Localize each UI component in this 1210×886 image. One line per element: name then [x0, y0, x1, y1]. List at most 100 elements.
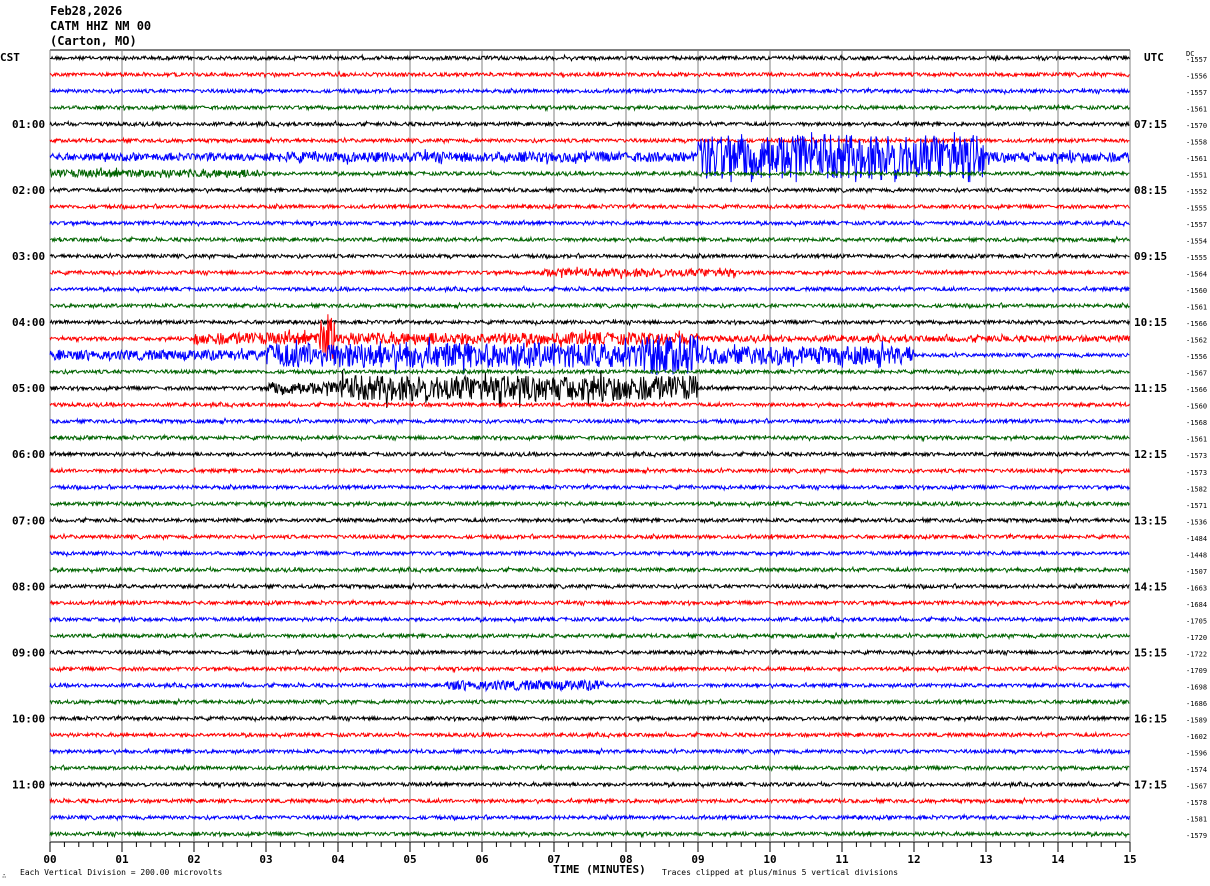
trace-line: [49, 301, 1130, 310]
dc-offset-label: -1571: [1186, 502, 1207, 510]
left-time-label: 04:00: [12, 316, 45, 329]
x-tick-label: 00: [43, 853, 56, 866]
right-time-label: 14:15: [1134, 580, 1167, 593]
trace-line: [49, 747, 1130, 756]
x-tick-label: 15: [1123, 853, 1136, 866]
trace-line: [49, 367, 1130, 377]
left-time-label: 09:00: [12, 646, 45, 659]
right-time-label: 09:15: [1134, 250, 1167, 263]
trace-line: [50, 53, 1130, 63]
dc-header: DC: [1186, 50, 1194, 58]
trace-line: [49, 314, 1130, 359]
dc-offset-label: -1448: [1186, 551, 1207, 559]
trace-line: [49, 697, 1130, 707]
dc-offset-label: -1582: [1186, 485, 1207, 493]
dc-offset-label: -1557: [1186, 221, 1207, 229]
x-tick-label: 02: [187, 853, 200, 866]
trace-line: [49, 335, 1130, 376]
dc-offset-label: -1554: [1186, 238, 1207, 246]
date-label: Feb28,2026: [50, 4, 123, 18]
dc-offset-label: -1556: [1186, 353, 1207, 361]
left-time-label: 03:00: [12, 250, 45, 263]
dc-offset-label: -1574: [1186, 766, 1207, 774]
trace-line: [49, 86, 1130, 96]
left-time-label: 01:00: [12, 118, 45, 131]
dc-offset-label: -1698: [1186, 683, 1207, 691]
trace-line: [49, 185, 1130, 195]
trace-line: [49, 317, 1130, 327]
dc-offset-label: -1720: [1186, 634, 1207, 642]
trace-line: [49, 69, 1130, 79]
right-timezone: UTC: [1144, 51, 1164, 64]
dc-offset-label: -1570: [1186, 122, 1207, 130]
dc-offset-label: -1684: [1186, 601, 1207, 609]
dc-offset-label: -1557: [1186, 89, 1207, 97]
dc-offset-label: -1663: [1186, 584, 1207, 592]
dc-offset-label: -1561: [1186, 106, 1207, 114]
x-tick-label: 14: [1051, 853, 1065, 866]
dc-offset-label: -1589: [1186, 716, 1207, 724]
dc-offset-label: -1581: [1186, 815, 1207, 823]
x-tick-label: 09: [691, 853, 704, 866]
dc-offset-label: -1552: [1186, 188, 1207, 196]
x-axis-label: TIME (MINUTES): [553, 863, 646, 876]
dc-offset-label: -1558: [1186, 139, 1207, 147]
dc-offset-label: -1561: [1186, 304, 1207, 312]
corner-mark: ∴: [2, 872, 6, 880]
trace-line: [49, 369, 1130, 408]
trace-line: [49, 482, 1130, 492]
dc-offset-label: -1560: [1186, 287, 1207, 295]
trace-line: [49, 780, 1130, 790]
scale-note: Each Vertical Division = 200.00 microvol…: [20, 868, 222, 877]
trace-line: [49, 615, 1130, 624]
clip-note: Traces clipped at plus/minus 5 vertical …: [662, 868, 898, 877]
dc-offset-label: -1566: [1186, 386, 1207, 394]
labels: CST UTC DC TIME (MINUTES) Each Vertical …: [0, 50, 1207, 880]
trace-line: [49, 549, 1130, 558]
dc-offset-label: -1573: [1186, 452, 1207, 460]
x-tick-label: 08: [619, 853, 632, 866]
dc-offset-label: -1602: [1186, 733, 1207, 741]
x-tick-label: 05: [403, 853, 416, 866]
dc-offset-label: -1561: [1186, 436, 1207, 444]
right-time-label: 16:15: [1134, 712, 1167, 725]
right-time-label: 13:15: [1134, 514, 1167, 527]
dc-offset-label: -1709: [1186, 667, 1207, 675]
trace-line: [49, 449, 1130, 459]
trace-line: [49, 136, 1130, 145]
trace-line: [49, 730, 1130, 740]
dc-offset-label: -1564: [1186, 271, 1207, 279]
x-tick-label: 07: [547, 853, 560, 866]
x-tick-label: 13: [979, 853, 992, 866]
trace-line: [49, 284, 1130, 294]
trace-line: [49, 119, 1130, 129]
x-tick-label: 01: [115, 853, 129, 866]
trace-line: [49, 813, 1130, 822]
left-time-label: 05:00: [12, 382, 45, 395]
x-tick-label: 11: [835, 853, 849, 866]
dc-offset-label: -1560: [1186, 403, 1207, 411]
trace-line: [49, 466, 1130, 476]
trace-line: [49, 582, 1130, 591]
trace-line: [49, 218, 1130, 228]
dc-offset-label: -1566: [1186, 320, 1207, 328]
location-label: (Carton, MO): [50, 34, 137, 48]
left-time-label: 06:00: [12, 448, 45, 461]
right-time-label: 15:15: [1134, 646, 1167, 659]
x-tick-label: 04: [331, 853, 345, 866]
dc-offset-label: -1579: [1186, 832, 1207, 840]
dc-offset-label: -1536: [1186, 518, 1207, 526]
trace-line: [49, 235, 1130, 244]
trace-line: [50, 499, 1130, 509]
dc-offset-label: -1568: [1186, 419, 1207, 427]
trace-line: [49, 266, 1130, 279]
trace-line: [49, 829, 1130, 839]
trace-line: [49, 132, 1130, 183]
dc-offset-label: -1561: [1186, 155, 1207, 163]
dc-offset-label: -1705: [1186, 617, 1207, 625]
trace-line: [49, 167, 1130, 179]
left-time-label: 10:00: [12, 712, 45, 725]
trace-line: [49, 565, 1130, 575]
left-time-label: 02:00: [12, 184, 45, 197]
